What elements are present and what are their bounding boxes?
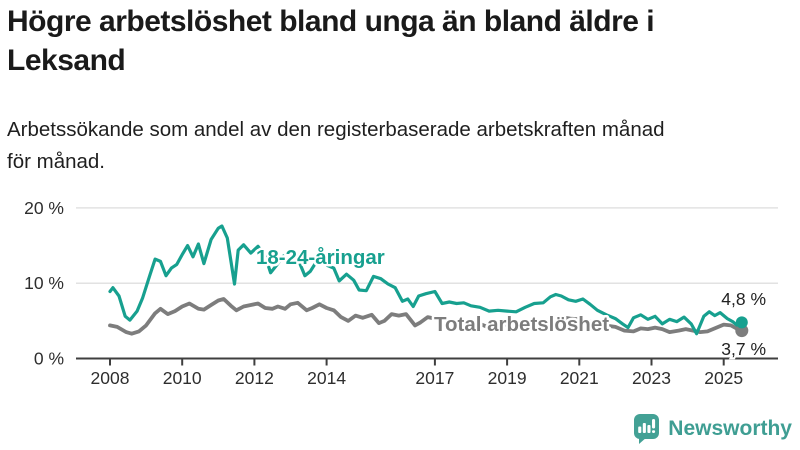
y-tick-label: 20 % [24,198,64,218]
series-label-youth-18-24: 18-24-åringar [256,246,385,269]
chart-subtitle-line1: Arbetssökande som andel av den registerb… [7,118,665,141]
page-title: Högre arbetslöshet bland unga än bland ä… [7,2,793,80]
x-tick-label: 2014 [307,368,346,388]
chart-subtitle: Arbetssökande som andel av den registerb… [7,114,793,178]
x-tick-label: 2012 [235,368,274,388]
series-label-total: Total arbetslöshet [434,313,609,336]
newsworthy-logo[interactable]: Newsworthy [633,412,792,446]
end-value-label: 4,8 % [721,289,766,309]
brand-name: Newsworthy [668,417,792,440]
x-tick-label: 2021 [560,368,599,388]
x-tick-label: 2010 [163,368,202,388]
page-title-line2: Leksand [7,44,126,77]
series-end-dot-youth-18-24 [735,316,748,329]
x-tick-label: 2008 [91,368,130,388]
chart-subtitle-line2: för månad. [7,150,105,173]
x-tick-label: 2025 [704,368,743,388]
y-tick-label: 0 % [34,349,64,369]
x-tick-label: 2023 [632,368,671,388]
end-value-label: 3,7 % [721,339,766,359]
page-title-line1: Högre arbetslöshet bland unga än bland ä… [7,5,655,38]
series-line-total [108,297,744,336]
newsworthy-icon [634,414,660,444]
y-tick-label: 10 % [24,273,64,293]
x-tick-label: 2017 [415,368,454,388]
x-tick-label: 2019 [488,368,527,388]
series-line-youth-18-24 [108,224,744,336]
